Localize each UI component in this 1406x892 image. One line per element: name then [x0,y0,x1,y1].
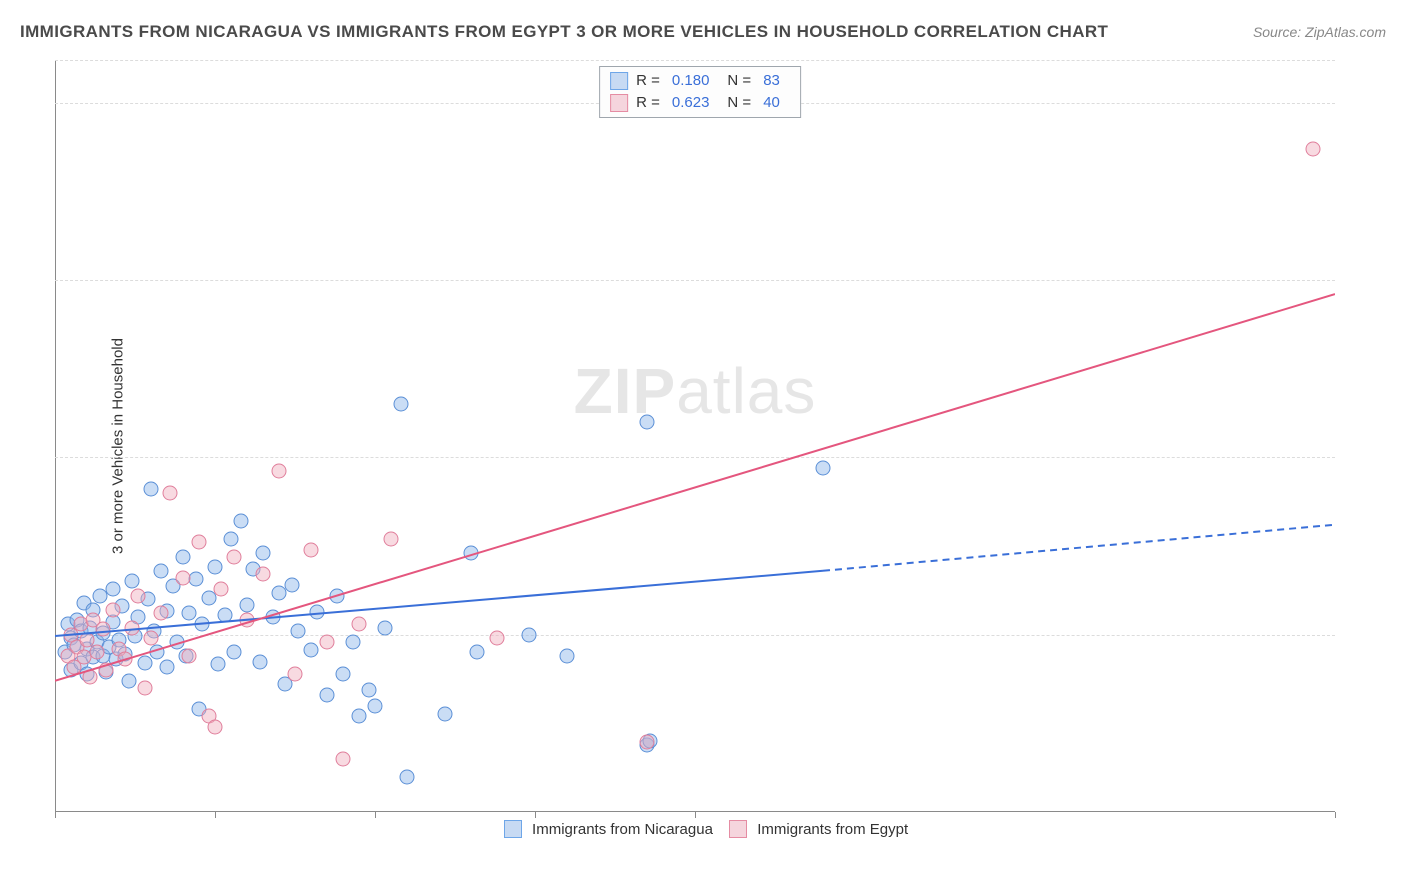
legend-row-nicaragua: R = 0.180 N = 83 [610,70,790,92]
x-tick [55,812,56,818]
x-tick [215,812,216,818]
n-value-egypt: 40 [763,92,780,114]
x-tick [1335,812,1336,818]
trend-lines-svg [55,60,1335,812]
legend-swatch-pink [610,94,628,112]
trend-line [55,571,823,636]
x-tick [695,812,696,818]
chart-area: R = 0.180 N = 83 R = 0.623 N = 40 ZIPatl… [55,60,1345,840]
xlegend-label-nicaragua: Immigrants from Nicaragua [532,821,713,838]
trend-line [823,525,1335,571]
r-value-egypt: 0.623 [672,92,710,114]
trend-line [55,294,1335,681]
n-label: N = [727,92,751,114]
chart-title: IMMIGRANTS FROM NICARAGUA VS IMMIGRANTS … [20,22,1108,42]
xlegend-swatch-pink [729,820,747,838]
xlegend-swatch-blue [504,820,522,838]
x-tick [375,812,376,818]
legend-row-egypt: R = 0.623 N = 40 [610,92,790,114]
n-value-nicaragua: 83 [763,70,780,92]
x-tick [535,812,536,818]
xlegend-label-egypt: Immigrants from Egypt [757,821,908,838]
source-attribution: Source: ZipAtlas.com [1253,24,1386,40]
r-value-nicaragua: 0.180 [672,70,710,92]
series-legend: Immigrants from Nicaragua Immigrants fro… [55,820,1345,840]
legend-swatch-blue [610,72,628,90]
r-label: R = [636,92,660,114]
n-label: N = [727,70,751,92]
plot-region: ZIPatlas [55,60,1335,812]
correlation-legend: R = 0.180 N = 83 R = 0.623 N = 40 [599,66,801,118]
r-label: R = [636,70,660,92]
